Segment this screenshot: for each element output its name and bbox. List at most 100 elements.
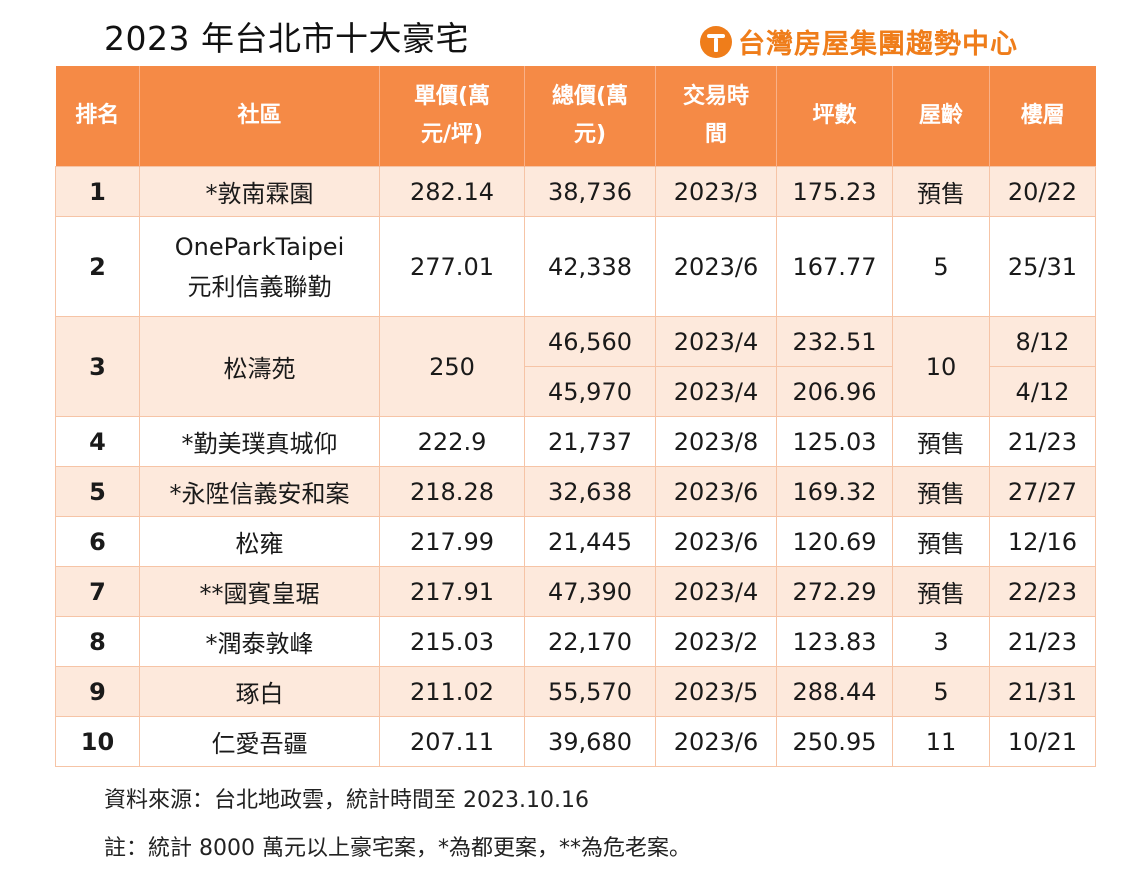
cell-date: 2023/4: [655, 316, 777, 367]
cell-total-price: 46,560: [524, 316, 656, 367]
cell-unit-price: 211.02: [379, 666, 525, 717]
table-row: 45,970 2023/4 206.96 4/12: [56, 366, 1096, 417]
header-total-price-line1: 總價(萬: [551, 84, 629, 109]
cell-total-price: 45,970: [524, 366, 656, 417]
cell-area: 288.44: [776, 666, 893, 717]
cell-total-price: 22,170: [524, 616, 656, 667]
cell-rank: 8: [55, 616, 140, 667]
header-unit-price-line2: 元/坪): [420, 122, 484, 147]
header-unit-price: 單價(萬 元/坪): [379, 66, 525, 167]
header-total-price: 總價(萬 元): [524, 66, 656, 167]
cell-total-price: 47,390: [524, 566, 656, 617]
cell-rank: 10: [55, 716, 140, 767]
table-row: 7 **國賓皇琚 217.91 47,390 2023/4 272.29 預售 …: [55, 566, 1096, 617]
cell-floor: 8/12: [989, 316, 1096, 367]
cell-date: 2023/6: [655, 716, 777, 767]
cell-floor: 27/27: [989, 466, 1096, 517]
cell-unit-price: 277.01: [379, 216, 525, 317]
cell-rank: 6: [55, 516, 140, 567]
cell-community-line1: OneParkTaipei: [174, 232, 345, 261]
cell-age: 11: [892, 716, 990, 767]
table-row: 4 *勤美璞真城仰 222.9 21,737 2023/8 125.03 預售 …: [55, 416, 1096, 467]
cell-area: 232.51: [776, 316, 893, 367]
table-header-row: 排名 社區 單價(萬 元/坪) 總價(萬 元) 交易時 間 坪數 屋齡 樓層: [55, 66, 1096, 167]
cell-age: 預售: [892, 466, 990, 517]
cell-area: 169.32: [776, 466, 893, 517]
cell-floor: 10/21: [989, 716, 1096, 767]
cell-area: 125.03: [776, 416, 893, 467]
cell-total-price: 55,570: [524, 666, 656, 717]
cell-floor: 21/23: [989, 416, 1096, 467]
cell-rank: 9: [55, 666, 140, 717]
cell-area: 123.83: [776, 616, 893, 667]
cell-age: 10: [892, 316, 990, 417]
cell-unit-price: 222.9: [379, 416, 525, 467]
cell-age: 5: [892, 666, 990, 717]
cell-community-line2: 元利信義聯勤: [187, 272, 332, 301]
cell-area: 206.96: [776, 366, 893, 417]
table-row: 2 OneParkTaipei 元利信義聯勤 277.01 42,338 202…: [55, 216, 1096, 317]
table-row: 1 *敦南霖園 282.14 38,736 2023/3 175.23 預售 2…: [55, 166, 1096, 217]
header-date: 交易時 間: [655, 66, 777, 167]
brand-mark-icon: [700, 25, 732, 58]
cell-rank: 7: [55, 566, 140, 617]
cell-community: *永陞信義安和案: [139, 466, 380, 517]
page-title: 2023 年台北市十大豪宅: [104, 19, 469, 58]
header-date-line1: 交易時: [682, 84, 749, 109]
cell-area: 272.29: [776, 566, 893, 617]
cell-floor: 20/22: [989, 166, 1096, 217]
brand-logo: 台灣房屋集團趨勢中心: [700, 22, 1018, 61]
cell-area: 175.23: [776, 166, 893, 217]
cell-rank: 4: [55, 416, 140, 467]
cell-age: 預售: [892, 166, 990, 217]
cell-date: 2023/6: [655, 216, 777, 317]
cell-rank: 1: [55, 166, 140, 217]
cell-age: 3: [892, 616, 990, 667]
cell-date: 2023/3: [655, 166, 777, 217]
cell-date: 2023/6: [655, 466, 777, 517]
header-unit-price-line1: 單價(萬: [413, 84, 491, 109]
table-row: 5 *永陞信義安和案 218.28 32,638 2023/6 169.32 預…: [55, 466, 1096, 517]
table-row: 9 琢白 211.02 55,570 2023/5 288.44 5 21/31: [55, 666, 1096, 717]
header-date-line2: 間: [704, 122, 727, 147]
cell-total-price: 38,736: [524, 166, 656, 217]
footnote: 註：統計 8000 萬元以上豪宅案，*為都更案，**為危老案。: [104, 836, 691, 861]
header-floor: 樓層: [989, 66, 1096, 167]
table-row: 10 仁愛吾疆 207.11 39,680 2023/6 250.95 11 1…: [55, 716, 1096, 767]
cell-rank: 5: [55, 466, 140, 517]
source-note: 資料來源：台北地政雲，統計時間至 2023.10.16: [104, 788, 589, 813]
cell-total-price: 42,338: [524, 216, 656, 317]
cell-floor: 21/23: [989, 616, 1096, 667]
cell-floor: 22/23: [989, 566, 1096, 617]
header-community: 社區: [139, 66, 380, 167]
cell-community: OneParkTaipei 元利信義聯勤: [139, 216, 380, 317]
cell-floor: 12/16: [989, 516, 1096, 567]
table-row: 6 松雍 217.99 21,445 2023/6 120.69 預售 12/1…: [55, 516, 1096, 567]
cell-total-price: 32,638: [524, 466, 656, 517]
cell-age: 5: [892, 216, 990, 317]
cell-unit-price: 218.28: [379, 466, 525, 517]
cell-date: 2023/8: [655, 416, 777, 467]
cell-rank: 2: [55, 216, 140, 317]
cell-date: 2023/4: [655, 566, 777, 617]
cell-age: 預售: [892, 516, 990, 567]
cell-community: 仁愛吾疆: [139, 716, 380, 767]
cell-date: 2023/6: [655, 516, 777, 567]
header-rank: 排名: [55, 66, 140, 167]
header-area: 坪數: [776, 66, 893, 167]
cell-date: 2023/2: [655, 616, 777, 667]
cell-area: 120.69: [776, 516, 893, 567]
header-age: 屋齡: [892, 66, 990, 167]
cell-age: 預售: [892, 416, 990, 467]
cell-total-price: 21,737: [524, 416, 656, 467]
cell-date: 2023/5: [655, 666, 777, 717]
cell-community: *勤美璞真城仰: [139, 416, 380, 467]
cell-total-price: 21,445: [524, 516, 656, 567]
brand-name: 台灣房屋集團趨勢中心: [738, 29, 1018, 60]
cell-community: 松雍: [139, 516, 380, 567]
cell-floor: 21/31: [989, 666, 1096, 717]
table-row: 8 *潤泰敦峰 215.03 22,170 2023/2 123.83 3 21…: [55, 616, 1096, 667]
cell-floor: 25/31: [989, 216, 1096, 317]
cell-community: *潤泰敦峰: [139, 616, 380, 667]
cell-area: 250.95: [776, 716, 893, 767]
